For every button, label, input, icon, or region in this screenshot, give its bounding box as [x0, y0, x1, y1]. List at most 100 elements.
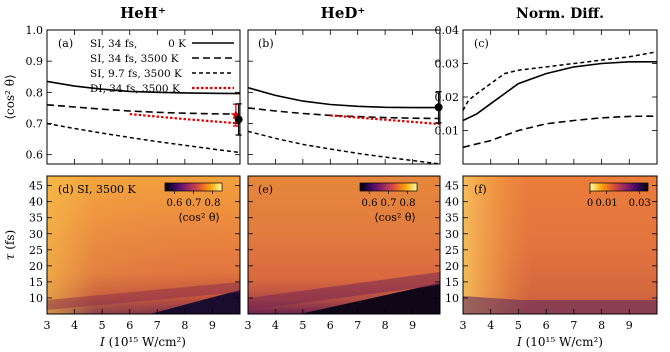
panel-f-tag: (f) — [474, 183, 487, 196]
series-b-dotted — [248, 130, 440, 164]
ytick-label-c: 0.02 — [435, 91, 460, 104]
marker-black-dot — [234, 115, 243, 124]
xtick-label: 3 — [245, 319, 252, 332]
column-title-norm-diff: Norm. Diff. — [516, 6, 604, 22]
xtick-label: 5 — [99, 319, 106, 332]
xtick-label: 3 — [460, 319, 467, 332]
colorbar-f — [589, 182, 649, 192]
panel-a-tag: (a) — [58, 37, 73, 50]
panel-f-frame — [462, 175, 658, 315]
ytick-label-bottom: 30 — [29, 228, 43, 241]
ytick-label-bottom: 20 — [445, 260, 459, 273]
panel-e-tag: (e) — [258, 183, 273, 196]
ytick-label-bottom: 45 — [445, 180, 459, 193]
ytick-label-bottom: 25 — [29, 244, 43, 257]
xtick-label: 9 — [626, 319, 633, 332]
colorbar-tick-label: 0.03 — [629, 198, 651, 209]
colorbar-tick-label: 0.6 — [167, 198, 183, 209]
ytick-label-bottom: 10 — [29, 292, 43, 305]
xtick-label: 9 — [209, 319, 216, 332]
xtick-label: 3 — [44, 319, 51, 332]
series-a-red-dotted — [129, 113, 240, 125]
colorbar-e-label: ⟨cos² θ⟩ — [374, 211, 416, 224]
ytick-label-bottom: 20 — [29, 260, 43, 273]
series-b-dashed — [248, 107, 440, 120]
colorbar-tick-label: 0.7 — [381, 198, 397, 209]
panel-d-tag: (d) SI, 3500 K — [58, 183, 136, 196]
ytick-label-bottom: 25 — [445, 244, 459, 257]
legend-label: DI, 34 fs, 3500 K — [90, 83, 180, 95]
xtick-label: 8 — [181, 319, 188, 332]
series-a-dashed — [47, 104, 240, 115]
xtick-label: 5 — [299, 319, 306, 332]
ytick-label-a: 0.8 — [26, 86, 44, 99]
legend-label: SI, 34 fs, 3500 K — [90, 53, 179, 65]
ytick-label-a: 0.9 — [26, 55, 44, 68]
legend-temp: 0 K — [168, 38, 186, 50]
series-b-solid — [248, 86, 440, 109]
panel-c-tag: (c) — [474, 37, 489, 50]
ytick-label-bottom: 35 — [29, 212, 43, 225]
xtick-label: 6 — [126, 319, 133, 332]
colorbar-tick-label: 0.8 — [205, 198, 221, 209]
ytick-label-c: 0.03 — [435, 58, 460, 71]
xtick-label: 9 — [409, 319, 416, 332]
ytick-label-bottom: 10 — [445, 292, 459, 305]
colorbar-tick-label: 0.7 — [186, 198, 202, 209]
colorbar-tick-label: 0.6 — [362, 198, 378, 209]
xtick-label: 7 — [570, 319, 577, 332]
series-c-solid — [463, 60, 657, 122]
colorbar-d — [164, 182, 223, 192]
xlabel-d: I (10¹⁵ W/cm²) — [99, 335, 186, 349]
ytick-label-c: 0.04 — [435, 24, 460, 37]
series-b-red-dotted — [330, 114, 440, 126]
xtick-label: 8 — [382, 319, 389, 332]
xtick-label: 7 — [154, 319, 161, 332]
ytick-label-a: 1.0 — [26, 24, 44, 37]
panel-d-frame — [46, 175, 241, 315]
panel-b-frame — [247, 29, 441, 165]
colorbar-tick-label: 0.01 — [595, 198, 617, 209]
column-title-heh: HeH⁺ — [120, 4, 166, 22]
xtick-label: 4 — [272, 319, 279, 332]
ytick-label-bottom: 15 — [29, 276, 43, 289]
ytick-label-a: 0.7 — [26, 117, 44, 130]
colorbar-e — [359, 182, 418, 192]
xtick-label: 6 — [327, 319, 334, 332]
ytick-label-bottom: 35 — [445, 212, 459, 225]
xlabel-f: I (10¹⁵ W/cm²) — [516, 335, 603, 349]
bottom-ylabel: τ (fs) — [3, 230, 17, 260]
heatmap-f-dark-corner — [463, 296, 657, 314]
colorbar-d-label: ⟨cos² θ⟩ — [178, 211, 220, 224]
panel-c-frame — [462, 29, 658, 165]
heatmap-d-dark-wedge — [150, 290, 240, 314]
colorbar-tick-label: 0 — [587, 198, 593, 209]
panel-e-frame — [247, 175, 441, 315]
top-ylabel: ⟨cos² θ⟩ — [3, 74, 17, 119]
ytick-label-bottom: 40 — [29, 196, 43, 209]
panel-b-tag: (b) — [258, 37, 274, 50]
legend-label: SI, 9.7 fs, 3500 K — [90, 68, 182, 80]
series-a-dotted — [47, 122, 240, 154]
xtick-label: 4 — [487, 319, 494, 332]
series-a-solid — [47, 80, 240, 95]
xtick-label: 8 — [598, 319, 605, 332]
ytick-label-bottom: 15 — [445, 276, 459, 289]
ytick-label-bottom: 45 — [29, 180, 43, 193]
xtick-label: 7 — [354, 319, 361, 332]
xtick-label: 6 — [543, 319, 550, 332]
xtick-label: 5 — [515, 319, 522, 332]
ytick-label-a: 0.6 — [26, 149, 44, 162]
heatmap-d-dark-band — [47, 282, 240, 310]
column-title-hed: HeD⁺ — [321, 4, 366, 22]
heatmap-e-dark-wedge — [300, 283, 440, 314]
heatmap-e-dark-band — [248, 272, 440, 310]
legend-label: SI, 34 fs, — [90, 38, 137, 50]
ytick-label-c: 0.01 — [435, 125, 460, 138]
ytick-label-bottom: 40 — [445, 196, 459, 209]
panel-a-frame — [46, 29, 241, 165]
legend: SI, 34 fs, 0 K SI, 34 fs, 3500 K SI, 9.7 fs… — [90, 38, 234, 95]
series-c-dotted — [463, 51, 657, 111]
ytick-label-bottom: 30 — [445, 228, 459, 241]
